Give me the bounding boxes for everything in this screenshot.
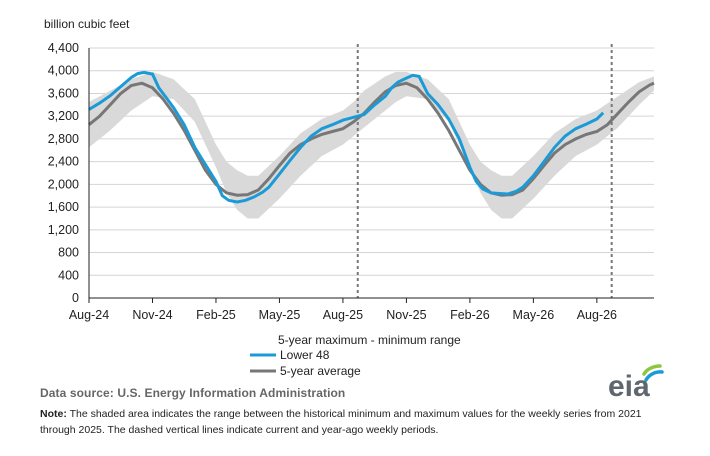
note-text: The shaded area indicates the range betw… [40, 408, 642, 436]
x-tick-label: Feb-25 [196, 308, 236, 322]
x-tick-label: Nov-25 [386, 308, 426, 322]
min-max-range-band [89, 71, 654, 219]
y-tick-label: 400 [58, 268, 79, 282]
chart-note: Note: The shaded area indicates the rang… [40, 406, 670, 438]
note-label: Note: [40, 408, 67, 420]
y-tick-label: 2,400 [48, 155, 79, 169]
x-tick-label: Aug-26 [577, 308, 617, 322]
y-tick-label: 2,800 [48, 132, 79, 146]
eia-logo: eia [608, 364, 664, 402]
y-tick-label: 1,200 [48, 223, 79, 237]
y-tick-label: 4,400 [48, 41, 79, 55]
axes [88, 48, 654, 299]
chart-footer: Data source: U.S. Energy Information Adm… [40, 386, 670, 438]
y-tick-label: 800 [58, 246, 79, 260]
legend-range-label: 5-year maximum - minimum range [278, 333, 461, 347]
x-tick-label: May-26 [513, 308, 555, 322]
legend-lower-48-label: Lower 48 [280, 348, 330, 362]
y-tick-label: 3,200 [48, 109, 79, 123]
logo-arc-green [642, 364, 662, 376]
x-tick-labels: Aug-24 Nov-24 Feb-25 May-25 Aug-25 Nov-25 Feb-… [69, 298, 617, 322]
y-tick-label: 4,000 [48, 64, 79, 78]
x-tick-label: May-25 [259, 308, 301, 322]
legend: 5-year maximum - minimum range Lower 48 … [250, 333, 461, 378]
x-tick-label: Aug-25 [323, 308, 363, 322]
data-source: Data source: U.S. Energy Information Adm… [40, 386, 346, 400]
y-axis-label: billion cubic feet [44, 17, 130, 31]
y-tick-label: 0 [72, 291, 79, 305]
y-tick-label: 1,600 [48, 200, 79, 214]
y-tick-label: 3,600 [48, 86, 79, 100]
current-period-lines [356, 44, 613, 298]
logo-arc-blue [644, 370, 664, 382]
logo-text: eia [608, 370, 650, 402]
x-tick-label: Nov-24 [132, 308, 172, 322]
x-tick-label: Feb-26 [450, 308, 490, 322]
storage-chart: billion cubic feet 0 400 800 1,200 1,600 2,00… [44, 17, 655, 378]
legend-5yr-avg-label: 5-year average [280, 364, 361, 378]
y-tick-label: 2,000 [48, 177, 79, 191]
five-year-average-line [88, 81, 655, 197]
y-tick-labels: 0 400 800 1,200 1,600 2,000 2,400 2,800 3,200 3,6… [48, 41, 79, 305]
x-tick-label: Aug-24 [69, 308, 109, 322]
lower-48-line [88, 70, 605, 204]
